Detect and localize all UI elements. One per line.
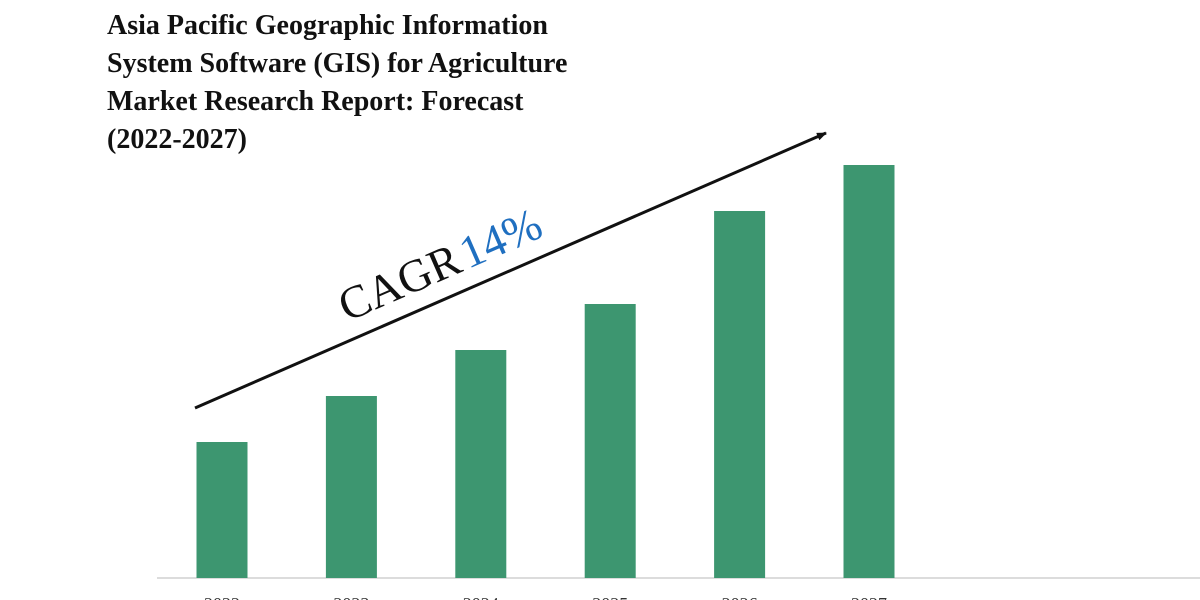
chart-title-line: System Software (GIS) for Agriculture bbox=[107, 48, 567, 79]
x-tick-label: 2024 bbox=[463, 594, 499, 600]
x-tick-label: 2025 bbox=[592, 594, 628, 600]
bar bbox=[843, 165, 895, 578]
cagr-annotation: CAGR 14% bbox=[331, 198, 550, 331]
bar bbox=[584, 304, 636, 578]
bar bbox=[714, 211, 766, 578]
bar bbox=[196, 442, 248, 578]
title-block: Asia Pacific Geographic Information Syst… bbox=[107, 10, 567, 155]
x-tick-label: 2023 bbox=[333, 594, 369, 600]
trend-arrow bbox=[194, 131, 827, 410]
x-tick-label: 2027 bbox=[851, 594, 887, 600]
chart-title-line: Market Research Report: Forecast bbox=[107, 86, 524, 117]
chart-title-line: Asia Pacific Geographic Information bbox=[107, 10, 548, 41]
x-tick-label: 2022 bbox=[204, 594, 240, 600]
bar bbox=[325, 396, 377, 578]
cagr-label: CAGR bbox=[331, 233, 469, 331]
chart-title-line: (2022-2027) bbox=[107, 124, 247, 155]
cagr-value: 14% bbox=[452, 198, 550, 278]
bar bbox=[455, 350, 507, 578]
x-tick-label: 2026 bbox=[722, 594, 758, 600]
